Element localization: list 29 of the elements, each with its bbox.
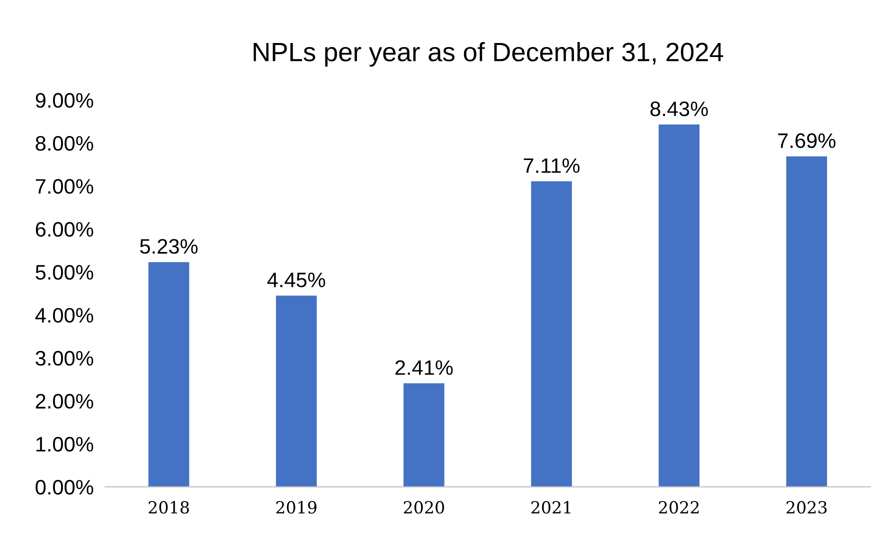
bar	[658, 124, 700, 487]
x-tick-label: 2021	[531, 501, 570, 514]
y-tick-label: 3.00%	[36, 350, 94, 366]
data-label: 7.69%	[778, 133, 836, 148]
y-tick-label: 7.00%	[36, 179, 94, 194]
bar	[404, 383, 444, 487]
x-tick-label: 2022	[658, 501, 699, 514]
bar	[148, 262, 190, 487]
bar	[531, 181, 572, 487]
data-label: 2.41%	[395, 360, 453, 375]
y-tick-label: 2.00%	[36, 394, 94, 409]
chart-title: NPLs per year as of December 31, 2024	[254, 42, 724, 67]
data-label: 7.11%	[524, 158, 580, 173]
y-tick-label: 9.00%	[36, 93, 94, 108]
bar	[276, 296, 317, 487]
bar	[786, 156, 828, 487]
y-tick-label: 6.00%	[36, 222, 94, 237]
x-tick-label: 2019	[276, 501, 316, 514]
x-tick-label: 2018	[148, 501, 189, 514]
data-label: 5.23%	[140, 239, 198, 254]
data-label: 8.43%	[650, 102, 708, 116]
y-tick-label: 5.00%	[36, 264, 94, 280]
y-tick-label: 4.00%	[35, 308, 94, 323]
x-tick-label: 2023	[786, 501, 827, 514]
y-tick-label: 8.00%	[36, 136, 94, 151]
data-label: 4.45%	[267, 272, 326, 288]
x-tick-label: 2020	[404, 501, 444, 514]
y-tick-label: 0.00%	[36, 480, 94, 495]
y-tick-label: 1.00%	[36, 436, 94, 452]
